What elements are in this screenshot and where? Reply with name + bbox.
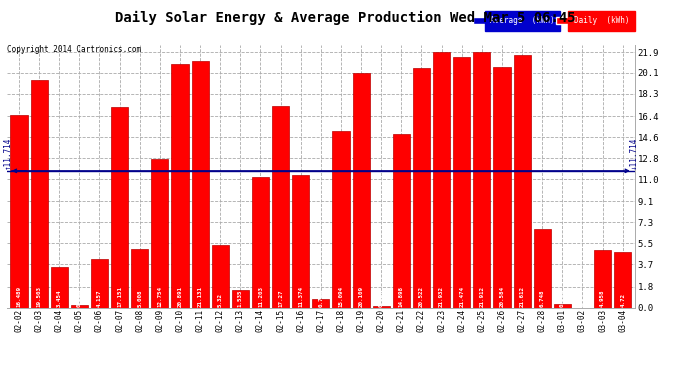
Bar: [433, 52, 450, 308]
Bar: [493, 68, 511, 308]
Bar: [252, 177, 269, 308]
Bar: [192, 61, 208, 308]
Bar: [50, 267, 68, 308]
Bar: [171, 64, 188, 308]
Text: 12.754: 12.754: [157, 286, 162, 307]
Bar: [594, 250, 611, 308]
Bar: [353, 73, 370, 308]
Text: ↑11.714: ↑11.714: [3, 136, 12, 168]
Bar: [373, 306, 390, 308]
Bar: [533, 229, 551, 308]
Text: 21.131: 21.131: [197, 286, 203, 307]
Bar: [473, 52, 491, 308]
Text: 4.72: 4.72: [620, 292, 625, 307]
Text: 21.474: 21.474: [460, 286, 464, 307]
Text: 16.489: 16.489: [17, 286, 21, 307]
Bar: [212, 245, 229, 308]
Bar: [393, 134, 410, 308]
Text: 0.127: 0.127: [379, 289, 384, 307]
Text: 20.522: 20.522: [419, 286, 424, 307]
Text: 3.454: 3.454: [57, 289, 61, 307]
Text: 21.612: 21.612: [520, 286, 524, 307]
Bar: [232, 290, 249, 308]
Text: 6.748: 6.748: [540, 289, 544, 307]
Text: 20.109: 20.109: [359, 286, 364, 307]
Text: ↓11.714: ↓11.714: [629, 136, 638, 168]
Bar: [413, 68, 430, 308]
Bar: [292, 175, 309, 308]
Bar: [111, 107, 128, 308]
Bar: [313, 299, 329, 307]
Bar: [10, 115, 28, 308]
Bar: [151, 159, 168, 308]
Text: 20.891: 20.891: [177, 286, 182, 307]
Text: 19.503: 19.503: [37, 286, 41, 307]
Bar: [333, 131, 350, 308]
Bar: [453, 57, 471, 308]
Bar: [71, 305, 88, 308]
Text: Daily Solar Energy & Average Production Wed Mar 5 06:45: Daily Solar Energy & Average Production …: [115, 11, 575, 26]
Text: 14.898: 14.898: [399, 286, 404, 307]
Text: 20.584: 20.584: [500, 286, 504, 307]
Bar: [614, 252, 631, 308]
Text: 17.27: 17.27: [278, 289, 283, 307]
Text: 0.266: 0.266: [560, 289, 565, 307]
Bar: [91, 259, 108, 308]
Text: 0.202: 0.202: [77, 289, 82, 307]
Text: 15.094: 15.094: [339, 286, 344, 307]
Text: 21.932: 21.932: [439, 286, 444, 307]
Text: 17.151: 17.151: [117, 286, 122, 307]
Text: 5.32: 5.32: [218, 292, 223, 307]
Text: 4.958: 4.958: [600, 289, 605, 307]
Bar: [513, 56, 531, 308]
Text: 11.374: 11.374: [298, 286, 303, 307]
Text: 1.535: 1.535: [238, 289, 243, 307]
Text: 0.0: 0.0: [580, 296, 585, 307]
Text: 21.912: 21.912: [480, 286, 484, 307]
Text: 5.008: 5.008: [137, 289, 142, 307]
Legend: Average  (kWh), Daily  (kWh): Average (kWh), Daily (kWh): [471, 15, 631, 27]
Text: 0.732: 0.732: [318, 289, 324, 307]
Bar: [554, 304, 571, 307]
Text: 4.157: 4.157: [97, 289, 102, 307]
Text: 11.203: 11.203: [258, 286, 263, 307]
Bar: [30, 80, 48, 308]
Text: Copyright 2014 Cartronics.com: Copyright 2014 Cartronics.com: [7, 45, 141, 54]
Bar: [272, 106, 289, 307]
Bar: [131, 249, 148, 308]
